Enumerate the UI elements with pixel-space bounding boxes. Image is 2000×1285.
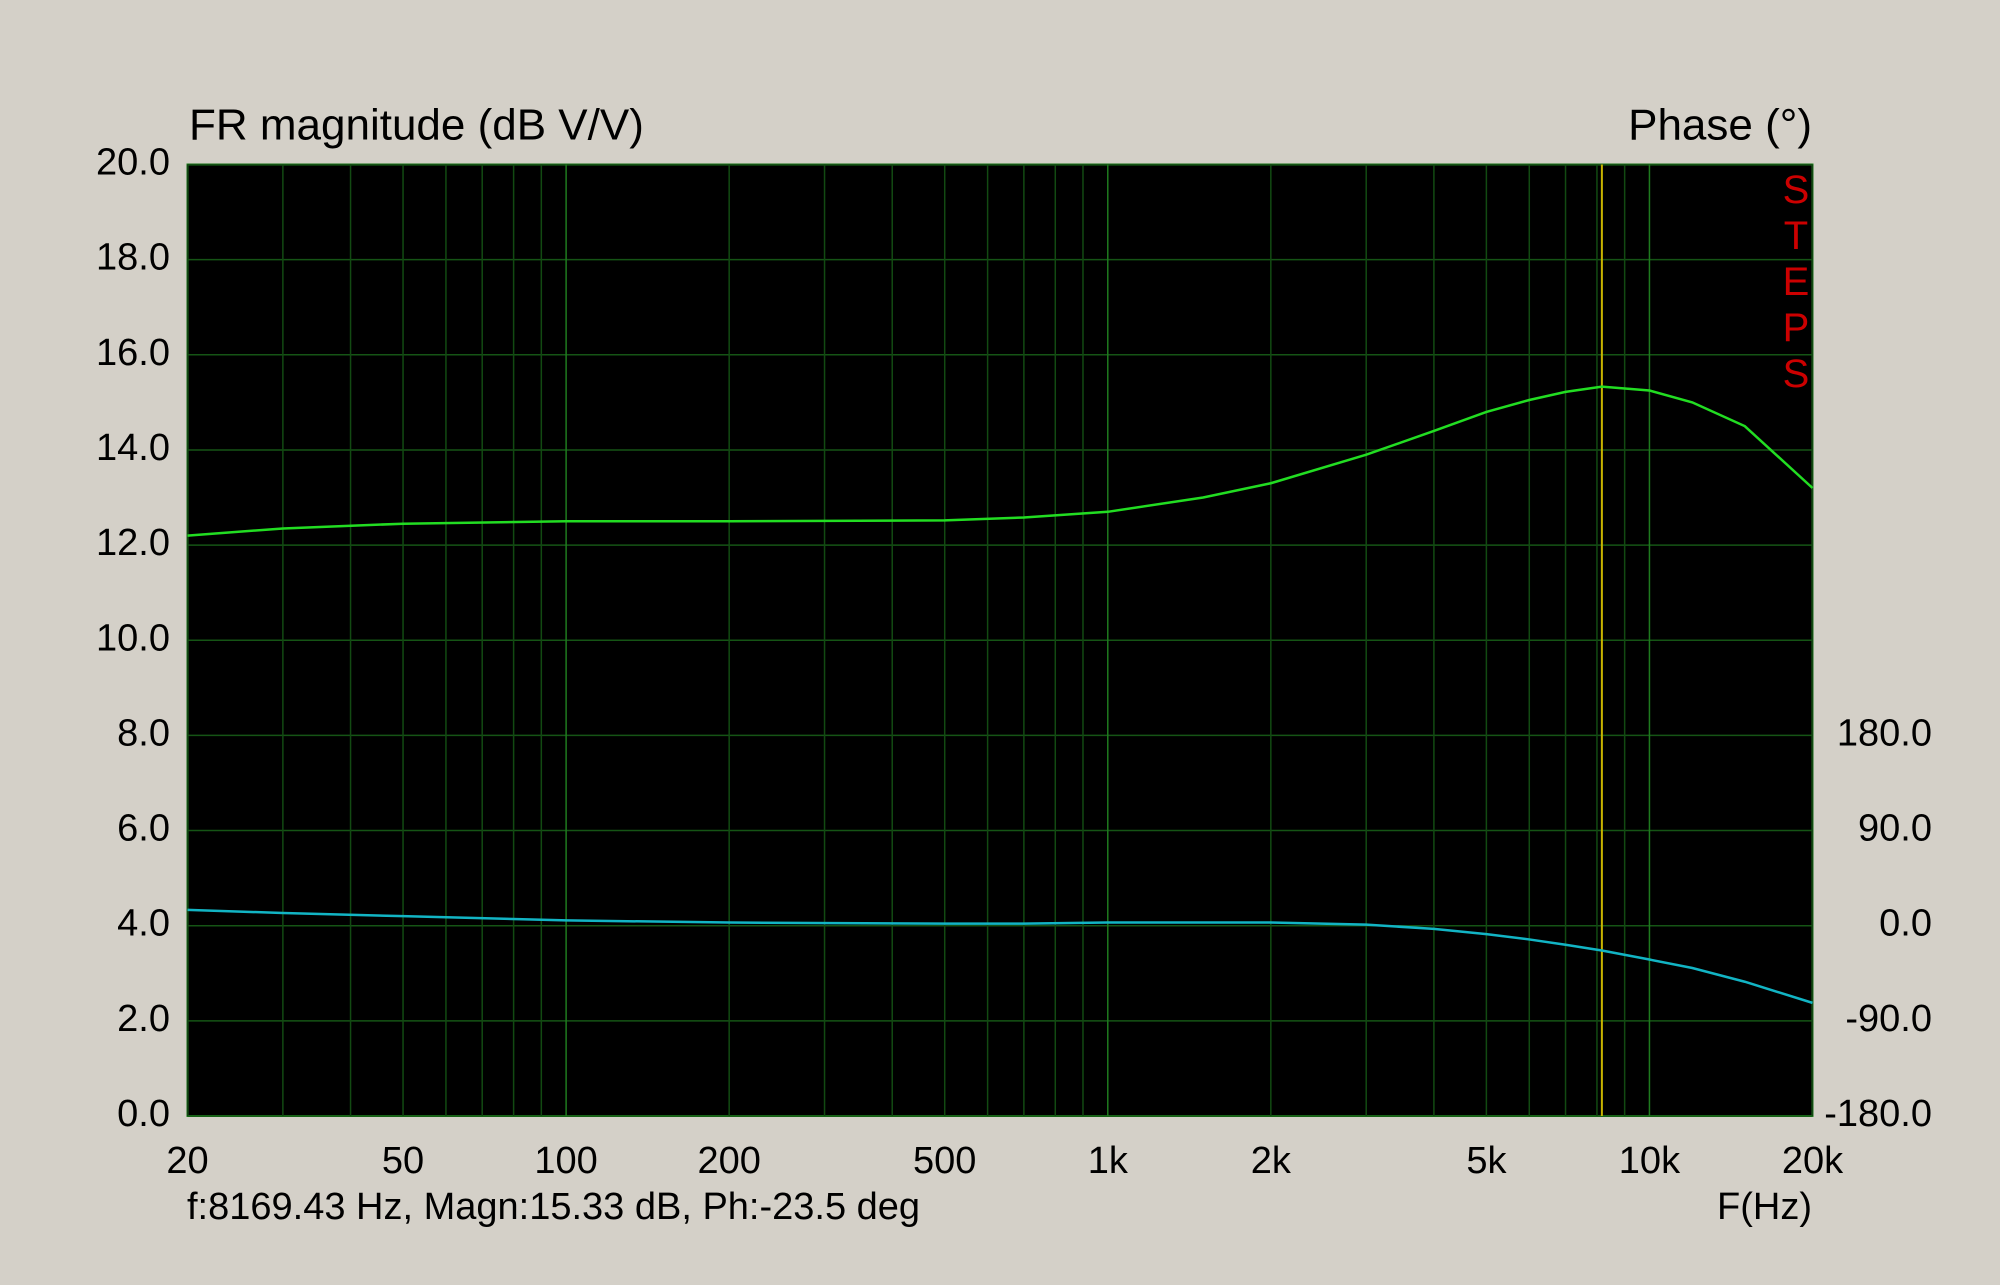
y-axis-title: FR magnitude (dB V/V) — [189, 101, 644, 150]
y2-tick-label: 180.0 — [1837, 712, 1932, 754]
y-tick-label: 6.0 — [117, 808, 170, 850]
y-tick-label: 14.0 — [96, 427, 170, 469]
y2-axis-title: Phase (°) — [1628, 101, 1812, 150]
x-tick-label: 1k — [1088, 1140, 1129, 1182]
x-tick-label: 50 — [382, 1140, 424, 1182]
series-line — [187, 908, 1813, 1005]
cursor-readout: f:8169.43 Hz, Magn:15.33 dB, Ph:-23.5 de… — [187, 1186, 920, 1228]
y2-tick-label: 0.0 — [1879, 903, 1932, 945]
y-tick-label: 2.0 — [117, 998, 170, 1040]
y-tick-label: 12.0 — [96, 522, 170, 564]
y-tick-label: 8.0 — [117, 712, 170, 754]
series-line — [187, 385, 1814, 537]
x-tick-label: 100 — [534, 1140, 597, 1182]
x-tick-label: 10k — [1619, 1140, 1681, 1182]
x-axis-title: F(Hz) — [1717, 1186, 1812, 1228]
steps-badge: STEPS — [1774, 168, 1818, 398]
x-tick-label: 20k — [1782, 1140, 1844, 1182]
y-tick-label: 18.0 — [96, 237, 170, 279]
y-tick-label: 16.0 — [96, 332, 170, 374]
x-tick-label: 2k — [1251, 1140, 1292, 1182]
y-tick-label: 20.0 — [96, 142, 170, 184]
y2-tick-label: 90.0 — [1858, 808, 1932, 850]
y2-tick-label: -180.0 — [1824, 1093, 1932, 1135]
y-tick-label: 4.0 — [117, 903, 170, 945]
y2-tick-label: -90.0 — [1845, 998, 1932, 1040]
y-tick-label: 10.0 — [96, 617, 170, 659]
x-tick-label: 200 — [697, 1140, 760, 1182]
x-tick-label: 5k — [1466, 1140, 1507, 1182]
x-tick-label: 20 — [166, 1140, 208, 1182]
y-tick-label: 0.0 — [117, 1093, 170, 1135]
x-tick-label: 500 — [913, 1140, 976, 1182]
